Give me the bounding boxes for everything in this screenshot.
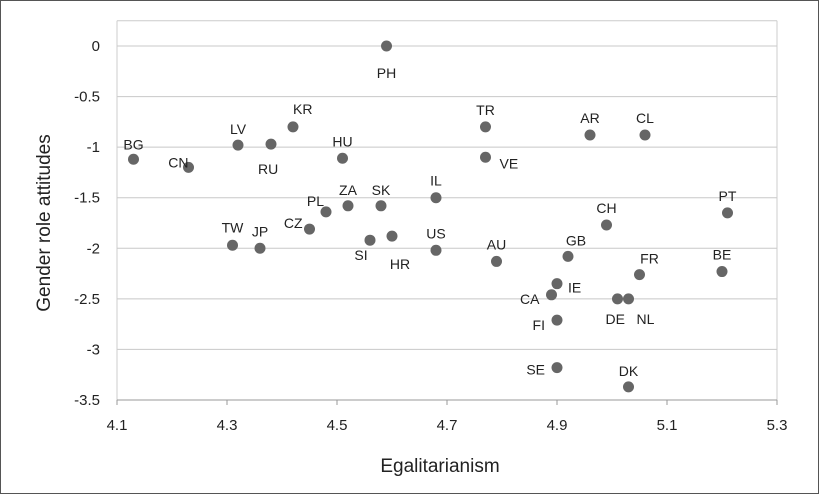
point-label-cn: CN [168,154,188,170]
point-label-se: SE [526,362,545,378]
point-label-cl: CL [636,110,654,126]
data-point-jp [254,242,266,254]
data-point-de [612,293,623,305]
y-tick-label: 0 [92,38,100,55]
point-label-ch: CH [596,200,616,216]
data-point-tw [227,239,238,251]
point-label-tr: TR [476,102,495,118]
point-label-il: IL [430,173,442,189]
point-label-fr: FR [640,251,659,267]
x-tick-label: 4.9 [547,417,568,434]
point-label-si: SI [354,247,367,263]
data-point-tr [480,121,491,133]
data-point-cl [639,129,651,141]
data-point-ie [551,278,563,290]
y-tick-label: -3.5 [74,392,100,409]
point-label-jp: JP [252,223,268,239]
point-label-au: AU [487,236,506,252]
point-label-us: US [426,225,445,241]
y-tick-label: -2.5 [74,291,100,308]
y-axis-title: Gender role attitudes [34,134,55,311]
axes [116,20,778,405]
point-label-hu: HU [332,133,352,149]
x-tick-labels: 4.1 4.3 4.5 4.7 4.9 5.1 5.3 [107,417,788,434]
point-label-lv: LV [230,121,247,137]
data-point-ve [480,151,491,163]
point-label-nl: NL [637,311,655,327]
data-point-ru [265,138,277,150]
y-tick-label: -0.5 [74,89,100,106]
point-label-ru: RU [258,161,278,177]
point-label-kr: KR [293,101,312,117]
y-tick-label: -1 [87,139,100,156]
point-label-fi: FI [533,317,545,333]
data-point-pt [722,207,733,219]
y-tick-label: -2 [87,240,100,257]
data-point-kr [287,121,299,133]
point-label-sk: SK [372,182,391,198]
point-label-tw: TW [222,219,245,235]
data-point-cn [183,161,194,173]
point-label-ar: AR [580,110,599,126]
x-tick-label: 4.5 [327,417,348,434]
data-point-il [430,192,442,204]
point-label-ie: IE [568,280,581,296]
data-point-ar [584,129,596,141]
y-tick-label: -1.5 [74,190,100,207]
point-label-pl: PL [307,193,324,209]
y-tick-labels: 0 -0.5 -1 -1.5 -2 -2.5 -3 -3.5 [74,38,100,409]
x-tick-label: 5.3 [767,417,788,434]
data-point-ph [381,40,392,52]
data-point-fr [634,269,645,281]
data-point-sk [375,200,387,212]
data-point-pl [320,206,332,218]
data-point-us [430,244,442,256]
x-tick-label: 4.1 [107,417,128,434]
point-labels: PH BG CN LV RU KR HU TR VE AR CL IL PL ZA SK PT CH CZ TW JP… [123,65,737,379]
data-point-fi [551,314,563,326]
point-label-cz: CZ [284,215,303,231]
data-point-ch [601,219,612,231]
point-label-ve: VE [500,155,519,171]
y-tick-label: -3 [87,341,100,358]
data-point-nl [623,293,634,305]
x-tick-label: 5.1 [657,417,678,434]
point-label-hr: HR [390,256,410,272]
point-label-ph: PH [377,65,396,81]
data-point-ca [546,289,557,301]
x-axis-title: Egalitarianism [380,456,499,477]
point-label-bg: BG [123,136,143,152]
point-label-gb: GB [566,232,586,248]
data-point-bg [128,153,139,165]
data-point-se [551,362,563,374]
data-point-dk [623,381,634,393]
data-points [128,40,733,393]
x-tick-label: 4.7 [437,417,458,434]
data-point-cz [304,223,315,235]
gridlines [117,45,777,401]
point-label-ca: CA [520,291,540,307]
point-label-de: DE [606,311,625,327]
data-point-hu [337,152,348,164]
point-label-dk: DK [619,363,639,379]
point-label-pt: PT [719,188,737,204]
data-point-hr [386,230,398,242]
data-point-be [716,266,728,278]
point-label-be: BE [713,247,732,263]
data-point-lv [232,139,244,151]
point-label-za: ZA [339,182,358,198]
data-point-za [342,200,354,212]
data-point-gb [562,250,574,262]
data-point-si [364,234,376,246]
data-point-au [491,255,502,267]
x-tick-label: 4.3 [217,417,238,434]
